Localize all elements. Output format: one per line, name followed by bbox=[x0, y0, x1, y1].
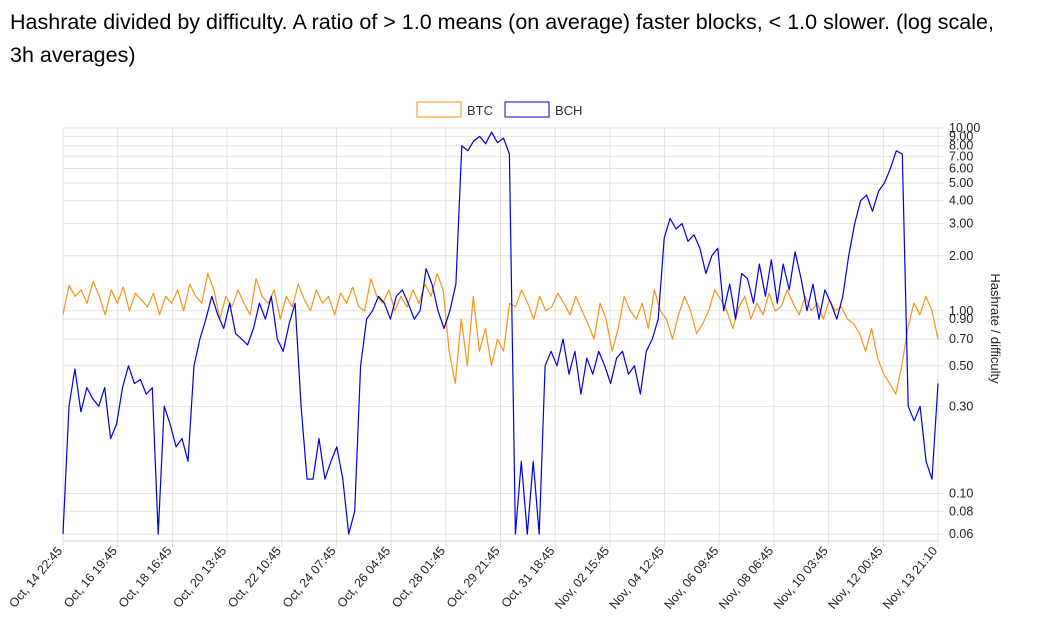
y-tick-label: 8.00 bbox=[949, 139, 973, 153]
chart-lines bbox=[62, 131, 939, 535]
y-tick-label: 0.08 bbox=[949, 504, 973, 518]
y-tick-label: 3.00 bbox=[949, 217, 973, 231]
legend-swatch-btc bbox=[416, 101, 462, 118]
x-tick-label: Oct, 18 16:45 bbox=[116, 544, 175, 611]
y-tick-label: 6.00 bbox=[949, 162, 973, 176]
x-tick-label: Oct, 16 19:45 bbox=[61, 544, 120, 611]
x-tick-label: Oct, 29 21:45 bbox=[444, 544, 503, 611]
x-tick-label: Oct, 26 04:45 bbox=[334, 544, 393, 611]
x-tick-label: Oct, 20 13:45 bbox=[170, 544, 229, 611]
y-tick-label: 2.00 bbox=[949, 249, 973, 263]
y-tick-label: 0.50 bbox=[949, 359, 973, 373]
x-tick-label: Nov, 10 03:45 bbox=[771, 544, 831, 612]
legend-label-bch: BCH bbox=[555, 103, 582, 118]
x-tick-label: Nov, 02 15:45 bbox=[552, 544, 612, 612]
y-tick-label: 0.06 bbox=[949, 527, 973, 541]
x-tick-label: Oct, 14 22:45 bbox=[6, 544, 65, 611]
x-tick-label: Nov, 12 00:45 bbox=[825, 544, 885, 612]
x-tick-label: Oct, 28 01:45 bbox=[389, 544, 448, 611]
y-tick-label: 0.10 bbox=[949, 487, 973, 501]
legend-swatch-bch bbox=[504, 101, 550, 118]
y-axis-label: Hashrate / difficulty bbox=[988, 273, 1003, 384]
x-tick-label: Oct, 31 18:45 bbox=[499, 544, 558, 611]
series-line-btc bbox=[62, 272, 939, 395]
x-tick-label: Oct, 24 07:45 bbox=[280, 544, 339, 611]
series-line-bch bbox=[62, 131, 939, 535]
x-tick-label: Oct, 22 10:45 bbox=[225, 544, 284, 611]
y-tick-label: 5.00 bbox=[949, 176, 973, 190]
y-tick-label: 7.00 bbox=[949, 149, 973, 163]
legend-label-btc: BTC bbox=[467, 103, 493, 118]
chart-legend: BTC BCH bbox=[416, 101, 582, 118]
chart-grid bbox=[62, 127, 944, 547]
x-tick-label: Nov, 08 06:45 bbox=[716, 544, 776, 612]
y-tick-label: 0.90 bbox=[949, 312, 973, 326]
chart-heading: Hashrate divided by difficulty. A ratio … bbox=[10, 10, 994, 67]
y-axis-ticks: 10.009.008.007.006.005.00 4.00 3.00 2.00 1.0… bbox=[949, 121, 980, 541]
x-tick-label: Nov, 06 09:45 bbox=[661, 544, 721, 612]
y-tick-label: 0.70 bbox=[949, 332, 973, 346]
y-tick-label: 1.00 bbox=[949, 304, 973, 318]
y-tick-label: 9.00 bbox=[949, 129, 973, 143]
y-tick-label: 10.00 bbox=[949, 121, 980, 135]
y-tick-label: 4.00 bbox=[949, 194, 973, 208]
x-tick-label: Nov, 13 21:10 bbox=[880, 544, 940, 612]
y-tick-label: 0.30 bbox=[949, 399, 973, 413]
x-tick-label: Nov, 04 12:45 bbox=[607, 544, 667, 612]
